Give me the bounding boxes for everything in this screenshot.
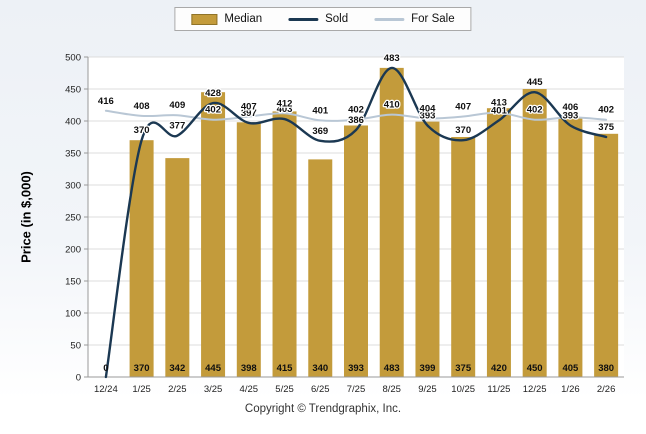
x-tick-label: 11/25 [487, 384, 510, 395]
legend-item-sold: Sold [288, 13, 348, 25]
sold-value-label: 393 [420, 110, 436, 121]
median-bar [344, 125, 368, 377]
y-tick-label: 250 [65, 213, 81, 224]
x-tick-label: 3/25 [204, 384, 223, 395]
median-bar [272, 111, 297, 378]
median-value-label: 342 [169, 363, 185, 374]
median-value-label: 415 [277, 363, 294, 374]
x-tick-label: 4/25 [240, 384, 259, 395]
sold-line [104, 66, 608, 379]
for-sale-value-label: 407 [241, 102, 257, 113]
for-sale-value-label: 412 [277, 98, 293, 109]
x-tick-label: 12/24 [94, 384, 118, 395]
sold-value-label: 370 [455, 125, 471, 136]
y-tick-label: 150 [65, 277, 81, 288]
median-swatch [191, 13, 218, 25]
for-sale-value-label: 402 [598, 105, 614, 116]
for-sale-value-label: 416 [98, 96, 114, 107]
median-value-label: 370 [134, 363, 150, 374]
y-tick-label: 350 [65, 149, 81, 160]
median-value-label: 393 [348, 363, 364, 374]
sold-value-label: 483 [384, 53, 400, 64]
for-sale-value-label: 402 [348, 105, 364, 116]
median-bar [165, 158, 190, 377]
x-tick-label: 6/25 [311, 384, 330, 395]
median-value-label: 0 [103, 363, 108, 374]
median-value-label: 445 [205, 363, 222, 374]
sold-value-label: 377 [169, 121, 185, 132]
sold-value-label: 401 [491, 105, 508, 116]
median-bar [558, 117, 583, 378]
sold-value-label: 403 [277, 104, 293, 115]
median-value-label: 420 [491, 363, 507, 374]
median-value-label: 340 [312, 363, 328, 374]
for-sale-value-label: 413 [491, 98, 507, 109]
for-sale-value-label: 409 [169, 100, 185, 111]
copyright-text: Copyright © Trendgraphix, Inc. [244, 403, 402, 415]
legend-label: Median [224, 13, 263, 25]
median-bar [486, 108, 511, 377]
median-value-label: 483 [384, 363, 400, 374]
median-bar [201, 92, 226, 377]
sold-value-label: 428 [205, 88, 221, 99]
median-bar [308, 159, 333, 377]
for-sale-value-label: 406 [562, 102, 578, 113]
legend-label: For Sale [411, 13, 455, 25]
sold-value-label: 370 [134, 125, 150, 136]
median-value-label: 399 [420, 363, 436, 374]
sold-value-label: 397 [241, 108, 257, 119]
legend-item-median: Median [191, 13, 262, 25]
median-value-label: 450 [527, 363, 543, 374]
x-tick-label: 7/25 [347, 384, 366, 395]
for-sale-value-label: 404 [420, 103, 437, 114]
x-tick-label: 2/26 [597, 384, 616, 395]
for-sale-value-label: 410 [384, 100, 400, 111]
sold-value-label: 369 [312, 126, 328, 137]
y-tick-label: 400 [65, 117, 81, 128]
x-tick-label: 9/25 [418, 384, 437, 395]
y-tick-label: 0 [76, 373, 81, 384]
median-value-label: 398 [241, 363, 257, 374]
for-sale-value-label: 402 [205, 105, 221, 116]
chart-legend: Median Sold For Sale [174, 7, 472, 31]
median-bar [522, 89, 547, 377]
x-tick-label: 1/26 [561, 384, 580, 395]
for-sale-value-label: 402 [527, 105, 543, 116]
median-bar [379, 67, 404, 377]
sold-swatch [288, 17, 319, 21]
x-tick-label: 2/25 [168, 384, 187, 395]
sold-value-label: 393 [562, 110, 578, 121]
median-bar [415, 121, 440, 377]
legend-label: Sold [325, 13, 349, 25]
median-value-label: 375 [455, 363, 472, 374]
sold-value-label: 445 [527, 77, 544, 88]
median-bar [236, 122, 261, 377]
y-tick-label: 50 [70, 341, 81, 352]
y-tick-label: 300 [65, 181, 81, 192]
for-sale-line [104, 109, 608, 122]
for-sale-value-label: 401 [312, 105, 329, 116]
y-tick-label: 200 [65, 245, 81, 256]
x-tick-label: 10/25 [451, 384, 475, 395]
for-sale-value-label: 407 [455, 102, 471, 113]
x-tick-label: 1/25 [132, 384, 151, 395]
y-tick-label: 100 [65, 309, 81, 320]
for-sale-value-label: 408 [134, 101, 150, 112]
price-chart: 0 50 100 150 200 250 300 350 400 450 500 0 370 342 445… [65, 52, 624, 395]
for-sale-swatch [374, 17, 405, 21]
median-value-label: 405 [562, 363, 579, 374]
median-bar [594, 133, 619, 377]
x-tick-label: 12/25 [523, 384, 547, 395]
x-tick-label: 8/25 [382, 384, 401, 395]
sold-value-label: 386 [348, 115, 364, 126]
sold-value-label: 375 [598, 122, 615, 133]
x-tick-label: 5/25 [275, 384, 294, 395]
legend-item-for-sale: For Sale [374, 13, 455, 25]
y-tick-label: 450 [65, 85, 81, 96]
y-tick-label: 500 [65, 53, 81, 64]
median-bar [451, 137, 476, 377]
median-value-label: 380 [598, 363, 614, 374]
